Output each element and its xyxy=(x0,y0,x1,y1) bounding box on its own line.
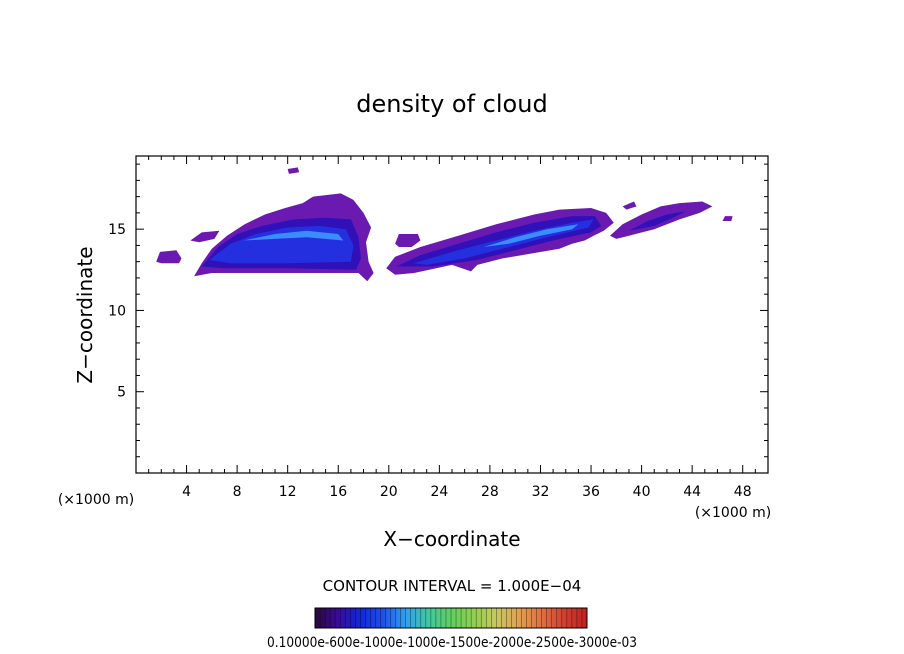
x-tick-label: 12 xyxy=(279,484,297,500)
cloud-top-fragment xyxy=(287,167,300,174)
x-tick-label: 44 xyxy=(683,484,701,500)
plot-frame xyxy=(135,155,769,474)
colorbar-labels: 0.10000e-600e-1000e-1000e-1500e-2000e-25… xyxy=(267,635,637,651)
chart-title: density of cloud xyxy=(356,90,547,118)
x-axis-label: X−coordinate xyxy=(383,527,520,551)
cloud-middle-peak xyxy=(483,224,579,247)
x-tick-label: 24 xyxy=(430,484,448,500)
x-ticks: 4 8 12 16 20 24 28 32 36 40 44 48 xyxy=(148,156,756,500)
cloud-field xyxy=(156,167,733,282)
contour-interval: CONTOUR INTERVAL = 1.000E−04 xyxy=(323,577,582,595)
cloud-middle-fragment xyxy=(395,234,421,247)
y-axis-label: Z−coordinate xyxy=(73,246,97,383)
cloud-left-fragment xyxy=(156,250,182,264)
cloud-right-core xyxy=(629,211,686,231)
x-tick-label: 8 xyxy=(233,484,242,500)
colorbar-stripes xyxy=(314,608,588,628)
cloud-left-fragment-2 xyxy=(190,230,220,243)
x-unit-left: (×1000 m) xyxy=(58,492,134,508)
x-unit-right: (×1000 m) xyxy=(695,505,771,521)
x-tick-label: 20 xyxy=(380,484,398,500)
y-tick-label: 10 xyxy=(108,303,126,319)
x-tick-label: 40 xyxy=(633,484,651,500)
x-tick-label: 48 xyxy=(734,484,752,500)
y-ticks: 5 10 15 xyxy=(108,163,768,458)
cloud-right-fragment xyxy=(622,201,637,210)
y-tick-label: 15 xyxy=(108,222,126,238)
cloud-left-core xyxy=(209,225,354,264)
cloud-right-fragment-2 xyxy=(722,216,733,221)
x-tick-label: 32 xyxy=(532,484,550,500)
x-tick-label: 4 xyxy=(182,484,191,500)
cloud-left-peak xyxy=(243,230,344,241)
x-tick-label: 16 xyxy=(329,484,347,500)
y-tick-label: 5 xyxy=(117,385,126,401)
x-tick-label: 36 xyxy=(582,484,600,500)
x-tick-label: 28 xyxy=(481,484,499,500)
